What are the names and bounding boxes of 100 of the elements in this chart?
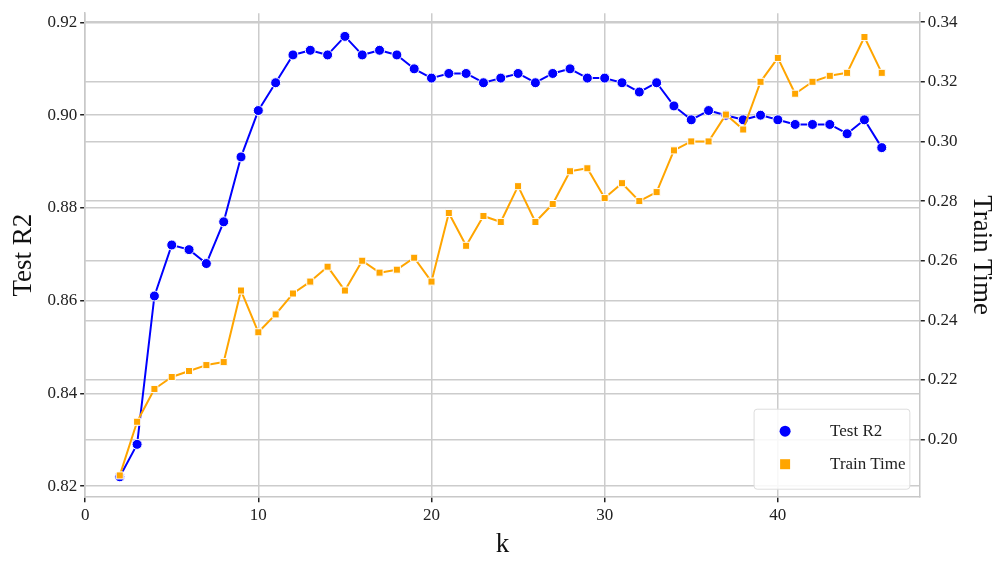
- point: [202, 361, 211, 370]
- point: [391, 49, 403, 61]
- point: [581, 72, 593, 84]
- point: [531, 217, 540, 226]
- point: [270, 77, 282, 89]
- point: [616, 77, 628, 89]
- point: [254, 328, 263, 337]
- point: [150, 384, 159, 393]
- point: [687, 137, 696, 146]
- y-tick-label: 0.84: [47, 382, 78, 402]
- point: [288, 289, 297, 298]
- point: [791, 89, 800, 98]
- point: [825, 71, 834, 80]
- y-tick-label: 0.86: [47, 290, 78, 310]
- point: [219, 358, 228, 367]
- point: [306, 277, 315, 286]
- point: [358, 256, 367, 265]
- point: [460, 67, 472, 79]
- point: [322, 49, 334, 61]
- point: [375, 268, 384, 277]
- x-tick-label: 30: [596, 504, 614, 524]
- point: [495, 72, 507, 84]
- point: [583, 164, 592, 173]
- point: [564, 63, 576, 75]
- x-tick-label: 20: [423, 504, 440, 524]
- point: [860, 33, 869, 42]
- point: [167, 372, 176, 382]
- point: [185, 367, 194, 376]
- x-tick-label: 0: [80, 504, 90, 524]
- point: [410, 253, 419, 262]
- point: [877, 68, 886, 77]
- point: [512, 67, 524, 79]
- y-tick-label: 0.90: [47, 104, 78, 124]
- point: [131, 438, 143, 450]
- point: [685, 114, 697, 126]
- point: [477, 77, 489, 89]
- point: [462, 241, 471, 250]
- point: [652, 188, 661, 197]
- point: [183, 244, 195, 256]
- y2-tick-label: 0.20: [927, 429, 958, 449]
- y2-tick-label: 0.32: [927, 71, 958, 91]
- point: [617, 179, 627, 188]
- x-axis-title: k: [495, 527, 510, 558]
- point: [392, 265, 401, 274]
- point: [772, 114, 784, 126]
- point: [668, 100, 680, 112]
- y2-tick-label: 0.30: [927, 130, 958, 150]
- point: [148, 290, 160, 302]
- point: [651, 77, 663, 89]
- point: [252, 105, 264, 117]
- point: [304, 44, 316, 56]
- y2-tick-label: 0.22: [927, 369, 958, 389]
- y2-tick-label: 0.24: [927, 309, 959, 329]
- x-tick-label: 40: [769, 504, 787, 524]
- point: [133, 417, 142, 426]
- legend-label: Train Time: [830, 453, 906, 473]
- y2-tick-label: 0.34: [927, 11, 959, 31]
- point: [356, 49, 368, 61]
- x-tick-label: 10: [249, 504, 267, 524]
- point: [600, 194, 609, 203]
- point: [756, 77, 765, 86]
- point: [218, 216, 230, 228]
- point: [566, 167, 575, 176]
- y-tick-label: 0.88: [47, 197, 78, 217]
- point: [323, 262, 332, 271]
- point: [806, 118, 818, 130]
- point: [843, 68, 852, 77]
- point: [841, 128, 853, 140]
- point: [427, 277, 436, 286]
- legend-label: Test R2: [830, 420, 883, 440]
- point: [529, 77, 541, 89]
- point: [235, 151, 247, 163]
- point: [496, 217, 505, 226]
- point: [773, 53, 782, 62]
- y-axis-title: Test R2: [7, 213, 38, 297]
- point: [200, 258, 212, 270]
- point: [669, 146, 678, 155]
- point: [739, 125, 748, 134]
- point: [408, 63, 420, 75]
- y2-tick-label: 0.28: [927, 190, 958, 210]
- point: [704, 137, 713, 146]
- point: [876, 142, 888, 154]
- point: [599, 72, 611, 84]
- point: [426, 72, 437, 84]
- point: [547, 67, 559, 79]
- y2-axis-title: Train Time: [967, 195, 998, 316]
- y-tick-label: 0.82: [47, 475, 78, 495]
- point: [548, 200, 557, 209]
- point: [858, 114, 870, 126]
- point: [444, 208, 453, 218]
- y2-tick-label: 0.26: [927, 250, 958, 270]
- point: [824, 118, 836, 130]
- point: [514, 182, 523, 191]
- point: [443, 67, 455, 79]
- point: [340, 286, 349, 295]
- point: [479, 211, 488, 221]
- point: [633, 86, 645, 98]
- point: [808, 77, 817, 86]
- point: [703, 105, 715, 117]
- point: [339, 30, 351, 42]
